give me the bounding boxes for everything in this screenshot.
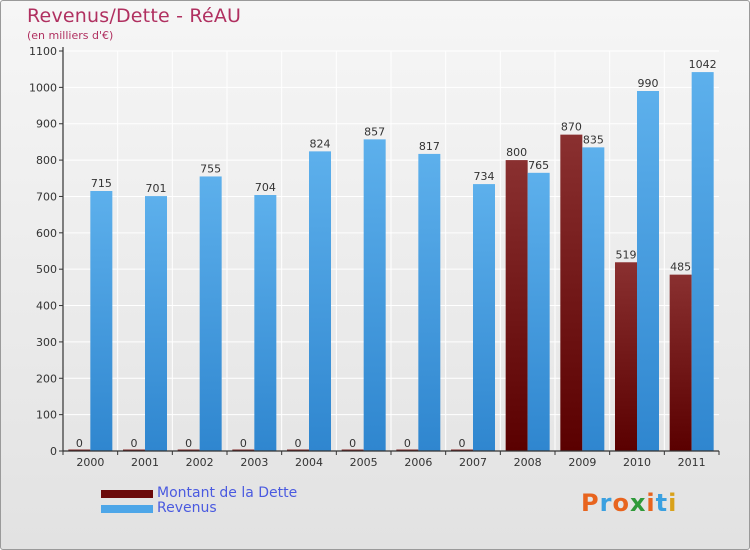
data-label-dette: 519 (616, 248, 637, 261)
bar-revenus (637, 91, 659, 451)
x-tick-label: 2008 (514, 456, 542, 469)
data-label-dette: 485 (670, 261, 691, 274)
logo-letter: o (612, 489, 630, 517)
logo-letter: P (581, 489, 600, 517)
bar-dette (287, 449, 309, 451)
data-label-revenus: 704 (255, 181, 276, 194)
bar-dette (123, 449, 145, 451)
bar-revenus (309, 151, 331, 451)
data-label-revenus: 824 (310, 137, 331, 150)
x-tick-label: 2006 (404, 456, 432, 469)
bar-dette (232, 449, 255, 451)
bar-revenus (691, 72, 714, 451)
bar-revenus (582, 147, 605, 451)
data-label-dette: 870 (561, 121, 582, 134)
x-tick-label: 2000 (76, 456, 104, 469)
y-tick-label: 200 (36, 372, 57, 385)
y-tick-label: 700 (36, 190, 57, 203)
data-label-revenus: 1042 (689, 58, 717, 71)
bar-revenus (199, 176, 222, 452)
logo-letter: x (629, 489, 647, 517)
x-tick-label: 2003 (240, 456, 268, 469)
logo-letter: r (599, 489, 613, 517)
bar-dette (451, 449, 473, 451)
data-label-dette: 0 (185, 437, 192, 450)
y-tick-label: 300 (36, 336, 57, 349)
data-label-dette: 800 (506, 146, 527, 159)
bar-dette (177, 449, 200, 451)
bar-dette (396, 449, 419, 451)
bar-revenus (254, 195, 277, 451)
data-label-revenus: 734 (474, 170, 495, 183)
y-tick-label: 800 (36, 154, 57, 167)
data-label-dette: 0 (240, 437, 247, 450)
y-tick-label: 900 (36, 118, 57, 131)
x-tick-label: 2002 (186, 456, 214, 469)
bar-revenus (473, 184, 495, 451)
chart-title: Revenus/Dette - RéAU (27, 5, 242, 27)
legend-label-revenus: Revenus (157, 500, 217, 516)
data-label-revenus: 835 (583, 133, 604, 146)
bar-dette (669, 274, 692, 451)
y-tick-label: 400 (36, 300, 57, 313)
x-tick-label: 2005 (350, 456, 378, 469)
data-label-dette: 0 (404, 437, 411, 450)
logo-letter: i (646, 489, 656, 517)
data-label-revenus: 765 (528, 159, 549, 172)
bar-revenus (418, 153, 441, 451)
x-tick-label: 2010 (623, 456, 651, 469)
bar-dette (341, 449, 364, 451)
y-tick-label: 1100 (29, 45, 57, 58)
data-label-revenus: 755 (200, 162, 221, 175)
bar-dette (560, 134, 583, 452)
data-label-dette: 0 (295, 437, 302, 450)
chart-subtitle: (en milliers d'€) (27, 29, 114, 42)
legend-label-dette: Montant de la Dette (157, 485, 298, 501)
data-label-revenus: 990 (638, 77, 659, 90)
y-tick-label: 100 (36, 409, 57, 422)
legend-swatch-dette (101, 490, 153, 498)
bar-dette (505, 160, 528, 451)
bar-revenus (527, 172, 550, 451)
x-tick-label: 2007 (459, 456, 487, 469)
y-tick-label: 500 (36, 263, 57, 276)
x-tick-label: 2001 (131, 456, 159, 469)
data-label-revenus: 817 (419, 140, 440, 153)
logo-letter: i (668, 489, 678, 517)
data-label-dette: 0 (131, 437, 138, 450)
logo-letter: t (655, 489, 669, 517)
proxiti-logo: Proxiti (581, 489, 677, 517)
legend-swatch-revenus (101, 505, 153, 513)
y-tick-label: 1000 (29, 81, 57, 94)
bar-dette (68, 449, 91, 451)
bar-revenus (363, 139, 386, 451)
bar-dette (615, 262, 637, 451)
y-tick-label: 0 (50, 445, 57, 458)
bar-revenus (90, 191, 113, 451)
x-tick-label: 2011 (678, 456, 706, 469)
bar-revenus (145, 196, 167, 451)
y-tick-label: 600 (36, 227, 57, 240)
data-label-revenus: 701 (146, 182, 167, 195)
data-label-revenus: 857 (364, 125, 385, 138)
data-label-revenus: 715 (91, 177, 112, 190)
x-tick-label: 2009 (568, 456, 596, 469)
data-label-dette: 0 (459, 437, 466, 450)
data-label-dette: 0 (349, 437, 356, 450)
data-label-dette: 0 (76, 437, 83, 450)
x-tick-label: 2004 (295, 456, 323, 469)
